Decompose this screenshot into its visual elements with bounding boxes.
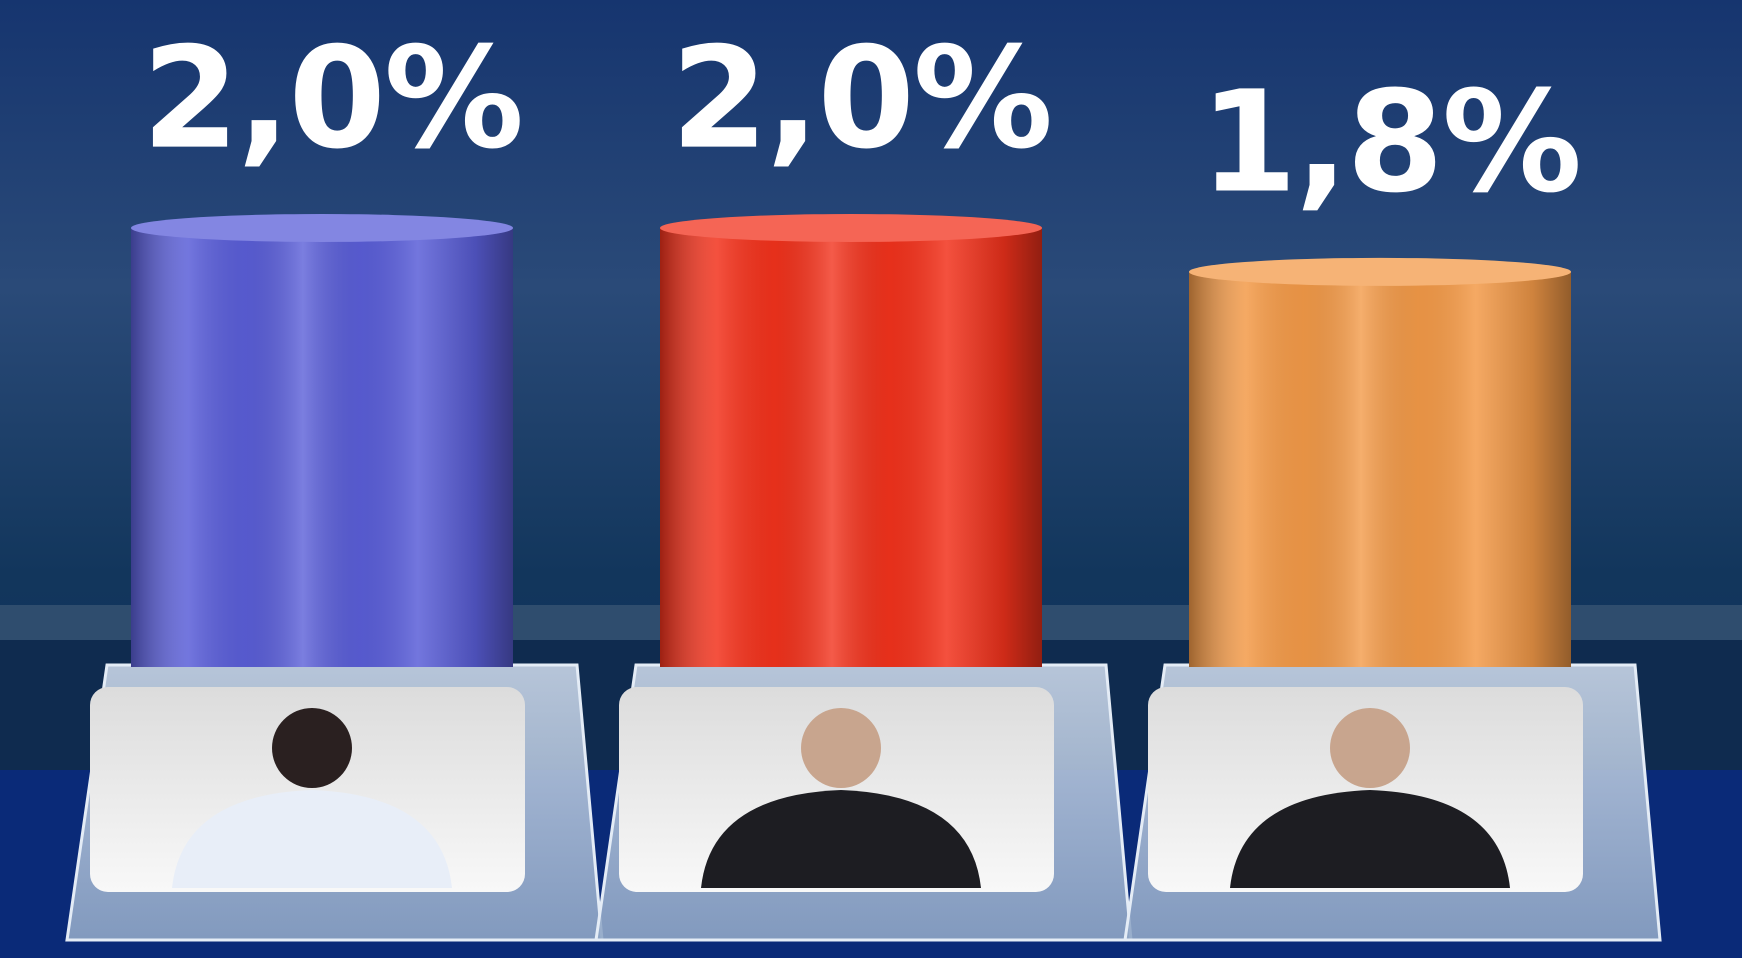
bars: 2,0% 2,0% 1,8% [131,18,1580,667]
pedestals [67,665,1660,940]
value-label: 2,0% [671,18,1051,181]
page: {"chart_data": {"type": "bar", "categori… [0,0,1742,958]
bar-top-highlight [131,214,513,242]
bar-shading [131,228,513,667]
portrait-head [801,708,881,788]
value-label: 1,8% [1200,61,1580,224]
value-label: 2,0% [142,18,522,181]
chart: 2,0% 2,0% 1,8% [0,0,1742,958]
portrait-head [1330,708,1410,788]
bar-shading [1189,272,1571,667]
bar-top-highlight [1189,258,1571,286]
bar-shading [660,228,1042,667]
bar-top-highlight [660,214,1042,242]
portrait-head [272,708,352,788]
